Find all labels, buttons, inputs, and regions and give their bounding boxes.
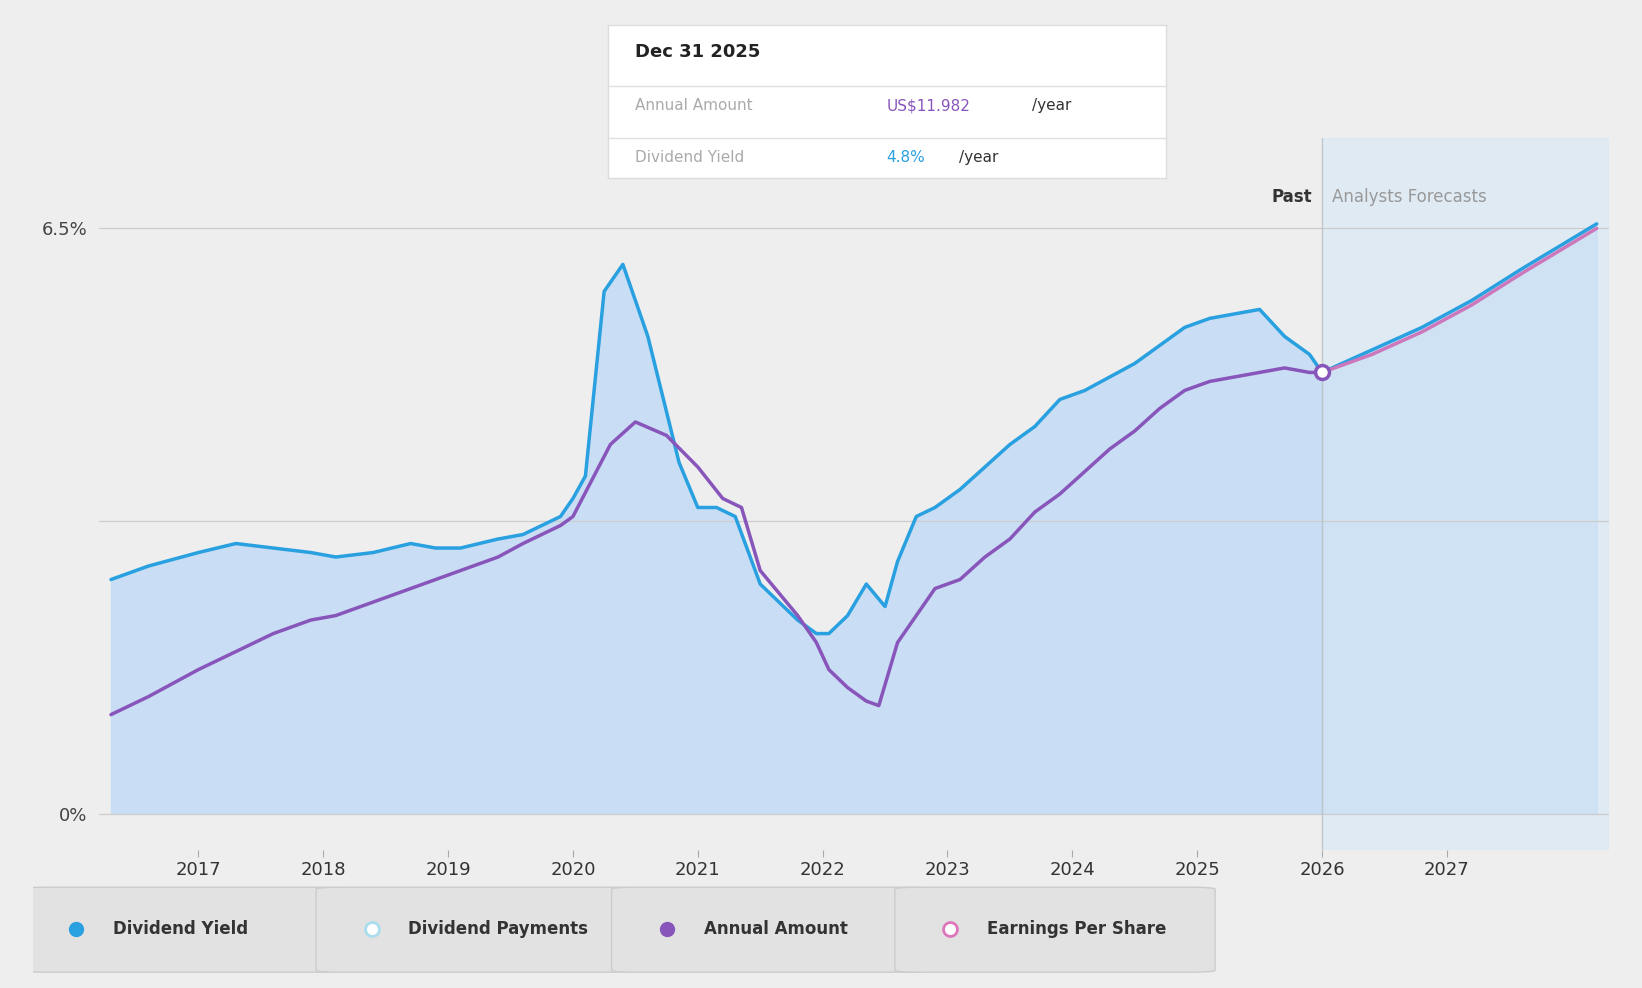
Text: /year: /year [959,150,998,165]
Text: US$11.982: US$11.982 [887,98,970,114]
Text: /year: /year [1031,98,1071,114]
Text: Dec 31 2025: Dec 31 2025 [635,43,760,61]
Text: Dividend Payments: Dividend Payments [409,920,588,938]
Bar [1322,138,1609,850]
FancyBboxPatch shape [20,887,342,972]
FancyBboxPatch shape [315,887,637,972]
FancyBboxPatch shape [612,887,933,972]
Text: Earnings Per Share: Earnings Per Share [987,920,1166,938]
Text: Dividend Yield: Dividend Yield [113,920,248,938]
Text: Dividend Yield: Dividend Yield [635,150,745,165]
Text: Analysts Forecasts: Analysts Forecasts [1332,188,1486,206]
Text: Past: Past [1271,188,1312,206]
Text: Annual Amount: Annual Amount [704,920,847,938]
Text: 4.8%: 4.8% [887,150,926,165]
FancyBboxPatch shape [895,887,1215,972]
Text: Annual Amount: Annual Amount [635,98,754,114]
